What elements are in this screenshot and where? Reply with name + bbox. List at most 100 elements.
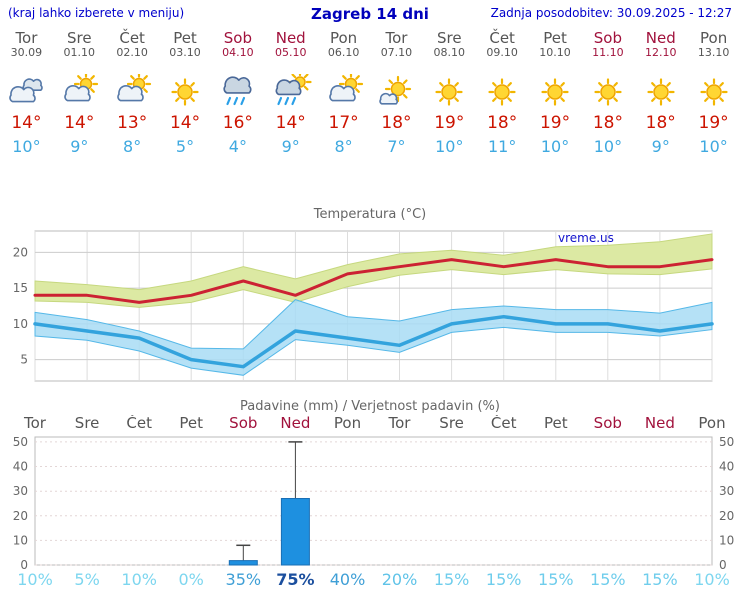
day-column[interactable]: Sob 11.10 18° 10° <box>581 30 634 157</box>
min-temperature: 11° <box>487 137 517 156</box>
precip-probability: 5% <box>74 570 99 589</box>
precipitation-chart-section: Padavine (mm) / Verjetnost padavin (%) T… <box>0 399 740 595</box>
day-date: 30.09 <box>10 46 43 59</box>
precip-probability: 10% <box>694 570 730 589</box>
weather-icon <box>423 74 476 110</box>
day-date: 03.10 <box>169 46 201 59</box>
precip-bar <box>228 560 258 566</box>
svg-text:30: 30 <box>13 484 28 498</box>
day-date: 12.10 <box>644 46 677 59</box>
day-name: Pet <box>173 29 197 47</box>
min-temperature: 10° <box>12 137 41 156</box>
max-temperature: 13° <box>117 113 148 133</box>
svg-text:15: 15 <box>13 281 28 295</box>
precip-bar <box>280 498 310 566</box>
precip-probability: 40% <box>330 570 366 589</box>
day-name: Sob <box>223 29 252 47</box>
weather-icon <box>106 71 159 110</box>
svg-text:10: 10 <box>13 533 28 547</box>
day-name: Sob <box>593 29 622 47</box>
svg-text:40: 40 <box>13 460 28 474</box>
day-column[interactable]: Tor 07.10 18° 7° <box>370 30 423 157</box>
svg-text:Sob: Sob <box>594 415 622 432</box>
min-temperature: 5° <box>175 137 195 156</box>
day-name: Tor <box>15 29 38 47</box>
day-date: 11.10 <box>592 46 624 59</box>
temperature-chart-title: Temperatura (°C) <box>313 207 427 222</box>
day-date: 13.10 <box>697 46 730 59</box>
min-temperature: 8° <box>123 137 142 156</box>
day-name: Pon <box>700 29 728 47</box>
min-temperature: 10° <box>435 137 464 156</box>
max-temperature: 18° <box>592 113 623 133</box>
weather-icon <box>476 74 529 110</box>
day-column[interactable]: Sre 01.10 14° 9° <box>53 30 106 157</box>
min-temperature: 10° <box>593 137 623 156</box>
watermark-link[interactable]: vreme.us <box>558 231 614 245</box>
svg-text:20: 20 <box>13 245 28 259</box>
svg-text:Pon: Pon <box>698 415 725 432</box>
svg-text:Čet: Čet <box>126 415 152 432</box>
day-column[interactable]: Čet 09.10 18° 11° <box>476 30 529 157</box>
svg-text:Sob: Sob <box>229 415 257 432</box>
svg-text:20: 20 <box>13 509 28 523</box>
weather-icon <box>529 74 582 110</box>
svg-text:Sre: Sre <box>75 415 100 432</box>
svg-text:Pet: Pet <box>544 415 568 432</box>
last-updated: Zadnja posodobitev: 30.09.2025 - 12:27 <box>490 6 732 20</box>
day-column[interactable]: Čet 02.10 13° 8° <box>106 30 159 157</box>
day-column[interactable]: Pet 03.10 14° 5° <box>159 30 212 157</box>
day-date: 10.10 <box>539 46 571 59</box>
precip-probability: 15% <box>434 570 470 589</box>
day-name: Čet <box>489 29 515 47</box>
svg-text:Ned: Ned <box>645 415 675 432</box>
precip-probability: 15% <box>538 570 574 589</box>
weather-icon <box>634 74 687 110</box>
min-temperature: 8° <box>334 137 353 156</box>
day-name: Pon <box>329 29 358 47</box>
day-date: 04.10 <box>222 46 254 59</box>
page-title: Zagreb 14 dni <box>311 5 429 23</box>
day-column[interactable]: Pon 06.10 17° 8° <box>317 30 370 157</box>
max-temperature: 19° <box>539 113 571 133</box>
svg-text:40: 40 <box>719 460 734 474</box>
min-temperature: 9° <box>70 137 89 156</box>
precip-probability: 75% <box>276 570 314 589</box>
weather-icon <box>211 74 264 110</box>
weather-icon <box>264 70 317 110</box>
svg-text:Čet: Čet <box>491 415 517 432</box>
max-temperature: 18° <box>645 113 676 133</box>
day-column[interactable]: Pet 10.10 19° 10° <box>529 30 582 157</box>
max-temperature: 16° <box>222 113 253 133</box>
svg-text:5: 5 <box>20 353 28 367</box>
weather-icon <box>53 71 106 110</box>
max-temperature: 18° <box>381 113 412 133</box>
day-date: 09.10 <box>486 46 518 59</box>
menu-hint: (kraj lahko izberete v meniju) <box>8 6 185 20</box>
svg-text:10: 10 <box>719 533 734 547</box>
temperature-chart: 5 10 15 20 vreme.us <box>13 230 714 382</box>
max-temperature: 17° <box>328 113 359 133</box>
min-temperature: 7° <box>387 137 406 156</box>
max-temperature: 14° <box>11 113 42 133</box>
day-name: Ned <box>275 29 306 47</box>
precipitation-chart: Tor Sre Čet Pet Sob Ned Pon Tor Sre Čet Pet Sob Ned P… <box>13 413 735 589</box>
svg-text:30: 30 <box>719 484 734 498</box>
precip-probability: 35% <box>226 570 262 589</box>
precip-probability: 15% <box>590 570 626 589</box>
day-column[interactable]: Pon 13.10 19° 10° <box>687 30 740 157</box>
min-temperature: 10° <box>540 137 570 156</box>
day-column[interactable]: Sre 08.10 19° 10° <box>423 30 476 157</box>
header: Zagreb 14 dni (kraj lahko izberete v men… <box>0 0 740 26</box>
day-name: Čet <box>119 29 145 47</box>
day-column[interactable]: Tor 30.09 14° 10° <box>0 30 53 157</box>
day-column[interactable]: Ned 12.10 18° 9° <box>634 30 687 157</box>
day-column[interactable]: Sob 04.10 16° 4° <box>211 30 264 157</box>
min-temperature: 4° <box>228 137 247 156</box>
day-date: 08.10 <box>433 46 466 59</box>
max-temperature: 14° <box>169 113 201 133</box>
day-column[interactable]: Ned 05.10 14° 9° <box>264 30 317 157</box>
precip-probability: 10% <box>121 570 157 589</box>
weather-icon <box>370 74 423 110</box>
